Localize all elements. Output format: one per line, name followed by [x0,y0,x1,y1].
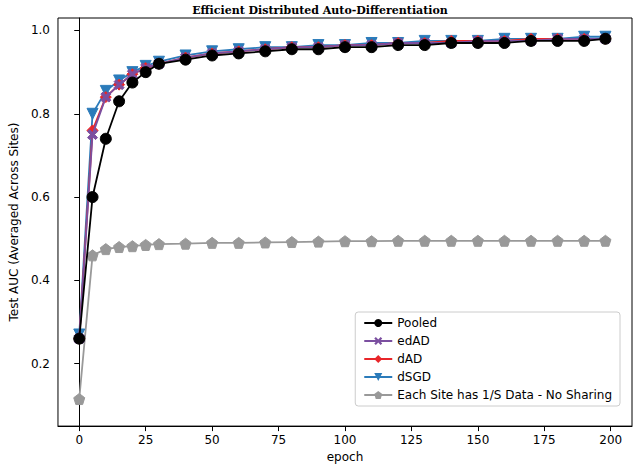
svg-text:150: 150 [466,433,489,447]
svg-text:0: 0 [75,433,83,447]
svg-text:Each Site has 1/S Data - No Sh: Each Site has 1/S Data - No Sharing [397,388,612,402]
svg-text:175: 175 [533,433,556,447]
svg-text:200: 200 [599,433,622,447]
svg-text:125: 125 [400,433,423,447]
svg-text:0.2: 0.2 [31,357,50,371]
svg-text:50: 50 [204,433,219,447]
svg-text:edAD: edAD [397,334,429,348]
svg-text:dAD: dAD [397,352,422,366]
svg-text:0.4: 0.4 [31,273,50,287]
svg-text:0.8: 0.8 [31,107,50,121]
svg-text:100: 100 [334,433,357,447]
svg-text:1.0: 1.0 [31,23,50,37]
svg-text:Pooled: Pooled [397,316,437,330]
svg-text:25: 25 [138,433,153,447]
svg-text:0.6: 0.6 [31,190,50,204]
svg-text:dSGD: dSGD [397,370,431,384]
svg-text:Test AUC (Averaged Across Site: Test AUC (Averaged Across Sites) [7,123,21,323]
svg-text:75: 75 [271,433,286,447]
svg-text:Efficient Distributed Auto-Dif: Efficient Distributed Auto-Differentiati… [192,4,448,17]
svg-text:epoch: epoch [327,450,364,464]
